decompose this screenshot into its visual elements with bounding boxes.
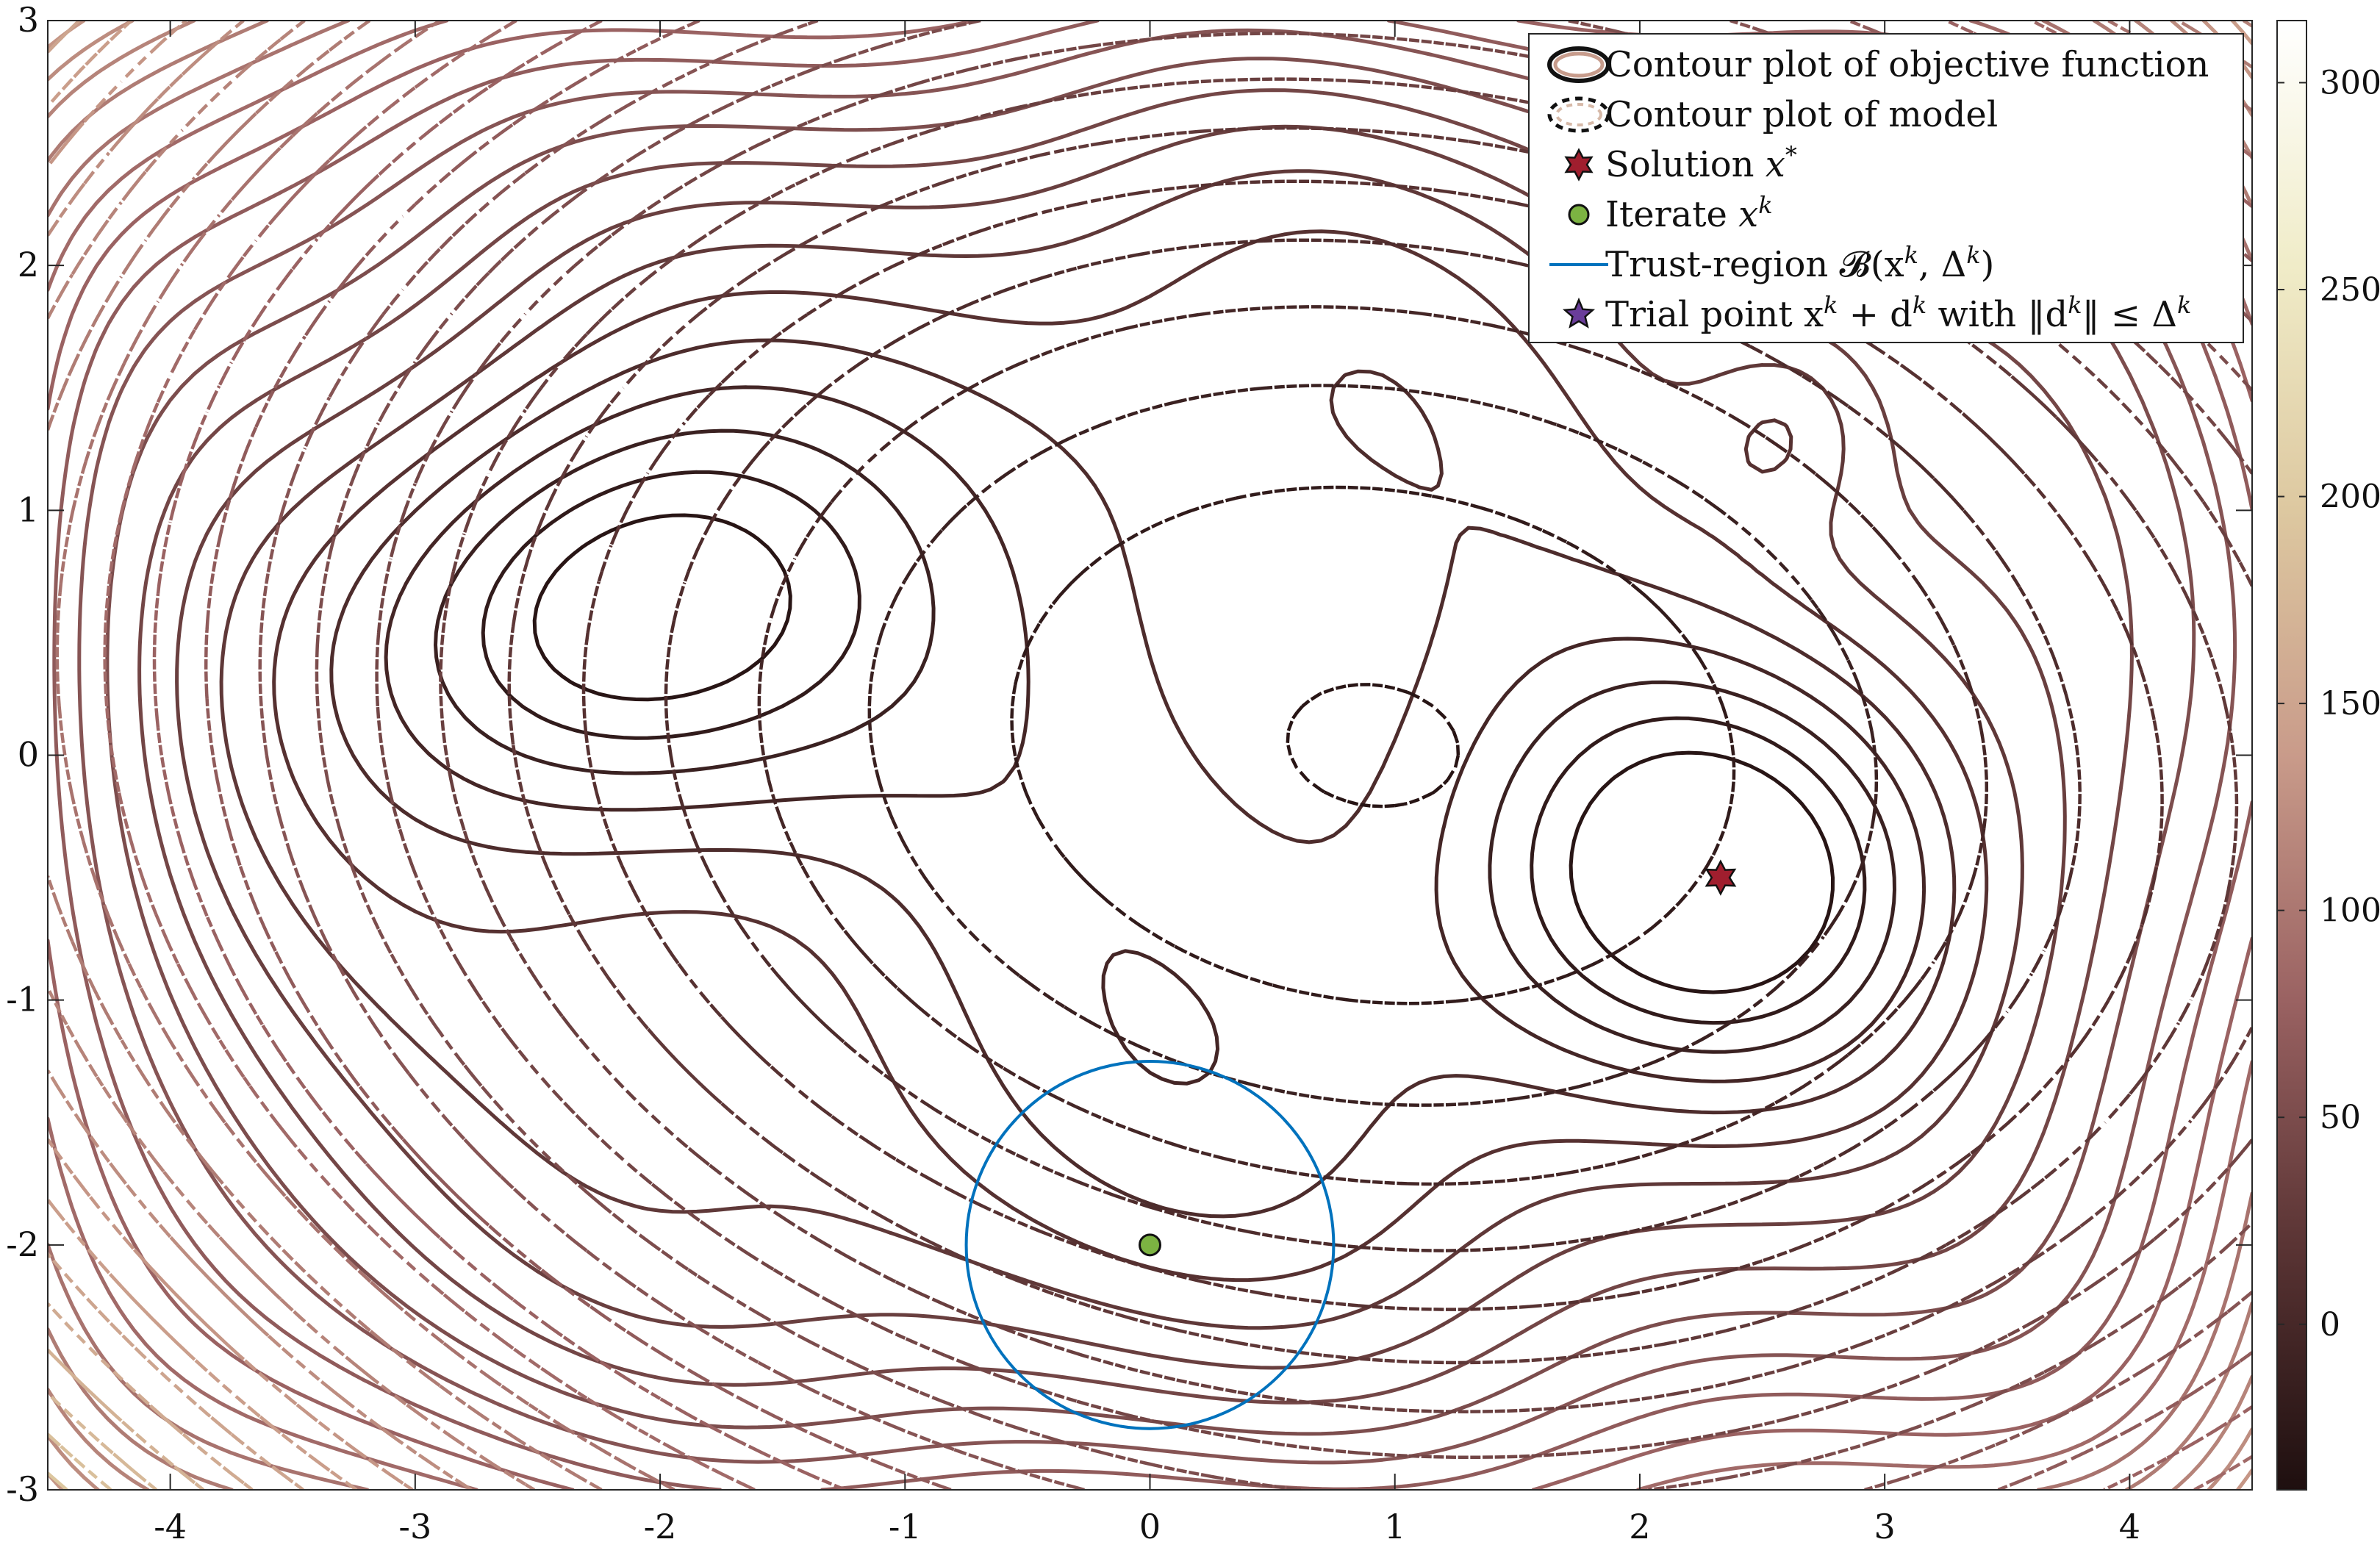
x-tick-label: -3 xyxy=(398,1507,431,1542)
model-contour-line xyxy=(48,21,2252,1490)
legend-entries: Contour plot of objective function Contou… xyxy=(1547,44,2209,335)
model-contour-line xyxy=(1286,683,1460,808)
colorbar-ticks: 300 250 200 150 100 50 0 xyxy=(2277,64,2380,1344)
colorbar-tick-label: 250 xyxy=(2320,271,2380,309)
colorbar-tick-label: 50 xyxy=(2320,1099,2361,1136)
legend-label-objective: Contour plot of objective function xyxy=(1605,44,2209,85)
y-tick-label: 2 xyxy=(18,245,39,284)
model-contour-line xyxy=(48,1432,112,1490)
model-contour-line xyxy=(48,21,473,1490)
colorbar-fill xyxy=(2276,20,2307,1491)
colorbar-tick-label: 100 xyxy=(2320,892,2380,930)
legend-objective-icon-inner xyxy=(1553,51,1605,78)
model-contour-line xyxy=(757,305,1989,1186)
objective-contour-line xyxy=(384,385,1926,1086)
legend-iterate-icon xyxy=(1568,204,1590,226)
model-contour-line xyxy=(48,21,414,1490)
legend-model-icon xyxy=(1547,96,1610,133)
objective-contour-line xyxy=(329,338,1957,1219)
legend-label-solution: Solution x* xyxy=(1605,141,1797,185)
iterate-marker xyxy=(1139,1233,1161,1257)
model-contour-line xyxy=(48,1302,254,1490)
colorbar-tick-label: 300 xyxy=(2320,64,2380,101)
colorbar-tick-label: 150 xyxy=(2320,685,2380,722)
x-tick-label: 2 xyxy=(1629,1507,1650,1542)
y-axis: 3 2 1 0 -1 -2 -3 xyxy=(6,0,2252,1509)
legend-entry-iterate: Iterate xk xyxy=(1568,191,1773,235)
model-contour-line xyxy=(48,21,2252,1490)
legend-trial-point-icon xyxy=(1562,297,1596,329)
model-contour-line xyxy=(48,21,358,1490)
model-contour-line xyxy=(48,1349,205,1490)
objective-contour-line xyxy=(481,470,1867,1025)
legend-objective-icon xyxy=(1547,46,1610,83)
model-contour-line xyxy=(375,32,2252,1460)
colorbar-tick-label: 0 xyxy=(2320,1306,2340,1344)
y-tick-label: 3 xyxy=(18,0,39,40)
colorbar-tick-label: 200 xyxy=(2320,478,2380,516)
model-contour-line xyxy=(48,1392,158,1490)
x-tick-label: 1 xyxy=(1384,1507,1405,1542)
model-contour-line xyxy=(48,1471,68,1490)
y-tick-label: 1 xyxy=(18,490,39,529)
y-tick-label: -3 xyxy=(6,1469,39,1509)
trust-region-circle xyxy=(964,1059,1336,1430)
colorbar: 300 250 200 150 100 50 0 xyxy=(2276,20,2380,1491)
legend-entry-trial: Trial point xk + dk with ‖dk‖ ≤ Δk xyxy=(1562,291,2191,335)
legend-entry-solution: Solution x* xyxy=(1564,141,1797,185)
objective-contour-line xyxy=(532,513,1835,994)
x-tick-label: -4 xyxy=(154,1507,187,1542)
model-contour-line xyxy=(48,21,304,1490)
solution-marker xyxy=(1705,859,1737,896)
x-axis: -4 -3 -2 -1 0 1 2 3 4 xyxy=(154,21,2140,1542)
x-tick-label: 4 xyxy=(2119,1507,2140,1542)
x-tick-label: -1 xyxy=(889,1507,922,1542)
legend-solution-icon xyxy=(1564,148,1594,182)
x-tick-label: 3 xyxy=(1874,1507,1896,1542)
x-tick-label: 0 xyxy=(1139,1507,1161,1542)
legend-label-iterate: Iterate xk xyxy=(1605,191,1773,235)
y-tick-label: -2 xyxy=(6,1224,39,1264)
x-tick-label: -2 xyxy=(644,1507,677,1542)
y-tick-label: -1 xyxy=(6,980,39,1019)
legend-box xyxy=(1528,33,2244,343)
legend-label-trial: Trial point xk + dk with ‖dk‖ ≤ Δk xyxy=(1605,291,2191,335)
legend-entry-model: Contour plot of model xyxy=(1547,94,1998,135)
model-contour-line xyxy=(55,21,2252,1490)
model-contour-line xyxy=(1010,485,1736,1005)
legend: Contour plot of objective function Contou… xyxy=(1528,33,2244,343)
objective-contour-line xyxy=(2230,21,2252,46)
overlays xyxy=(964,859,1737,1430)
legend-label-model: Contour plot of model xyxy=(1605,94,1998,135)
y-tick-label: 0 xyxy=(18,735,39,775)
legend-model-icon-inner xyxy=(1555,103,1602,126)
legend-label-trust: Trust-region 𝓑(xk, Δk) xyxy=(1605,241,1994,285)
legend-entry-trust: Trust-region 𝓑(xk, Δk) xyxy=(1549,241,1994,285)
objective-contour-line xyxy=(434,428,1896,1054)
legend-entry-objective: Contour plot of objective function xyxy=(1547,44,2209,85)
